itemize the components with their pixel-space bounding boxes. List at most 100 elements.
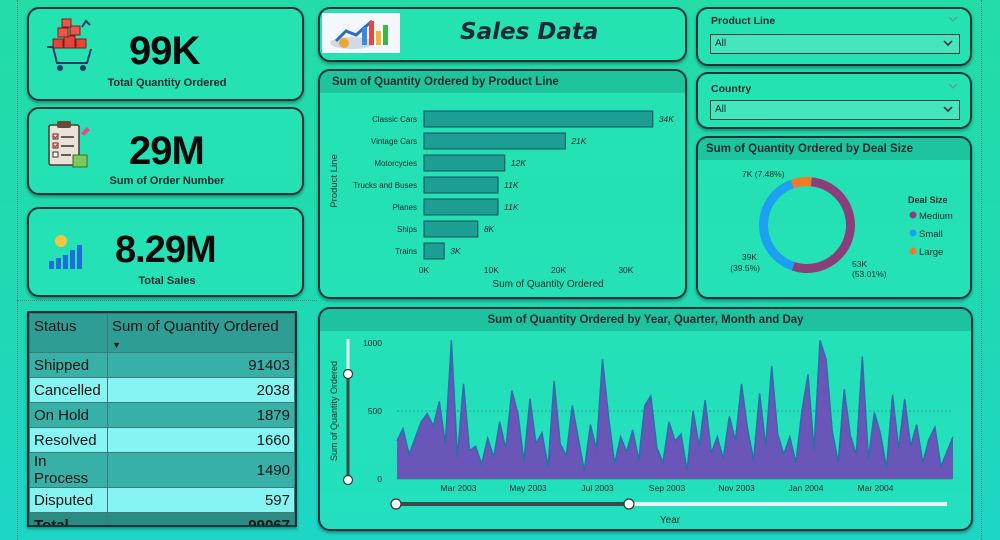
x-tick-label: Jul 2003: [581, 483, 613, 493]
y-axis-title: Sum of Quantity Ordered: [329, 361, 339, 461]
x-range-slider-handle[interactable]: [623, 498, 635, 510]
bar-category-label: Planes: [393, 203, 417, 212]
bar: [423, 110, 654, 128]
x-tick-label: 0K: [419, 265, 430, 275]
canvas-guide-line: [17, 300, 317, 301]
bar-data-label: 12K: [511, 158, 526, 168]
kpi-card-total-sales[interactable]: 8.29M Total Sales: [27, 207, 304, 297]
kpi-label-quantity: Total Quantity Ordered: [107, 77, 227, 89]
table-row[interactable]: Disputed 597: [29, 487, 295, 513]
table-row[interactable]: Cancelled 2038: [29, 377, 295, 403]
clear-filter-icon[interactable]: [948, 83, 958, 90]
growth-bars-icon: [49, 235, 82, 269]
deal-size-donut-chart: 53K(53.01%) 39K(39.5%) 7K (7.48%) Deal Size…: [730, 169, 953, 279]
slicer-product-line[interactable]: Product Line All: [696, 7, 972, 66]
bar-category-label: Ships: [397, 225, 417, 234]
timeline-chart-card[interactable]: Sum of Quantity Ordered by Year, Quarter…: [318, 307, 973, 531]
status-table-card[interactable]: Status Sum of Quantity Ordered ▼ Shipped 9…: [27, 311, 297, 527]
slicer-country[interactable]: Country All: [696, 72, 972, 129]
status-table: Status Sum of Quantity Ordered ▼ Shipped 9…: [29, 313, 295, 525]
x-tick-label: 10K: [484, 265, 499, 275]
bar-data-label: 34K: [659, 114, 674, 124]
bar-category-label: Classic Cars: [372, 115, 417, 124]
column-header-quantity[interactable]: Sum of Quantity Ordered ▼: [107, 313, 295, 353]
sort-descending-icon[interactable]: ▼: [112, 340, 121, 350]
product-line-chart-card[interactable]: Sum of Quantity Ordered by Product Line …: [318, 69, 687, 299]
legend-marker-large: [909, 247, 917, 255]
kpi-value-total-sales: 8.29M: [115, 229, 217, 271]
x-tick-label: 20K: [551, 265, 566, 275]
timeline-area-chart: 0 500 1000 Mar 2003 May 2003 Jul 2003 Sep 2003…: [329, 338, 954, 526]
kpi-value-quantity: 99K: [129, 29, 200, 73]
legend-label: Large: [919, 247, 943, 258]
x-range-slider-handle[interactable]: [390, 498, 402, 510]
bar-category-label: Trucks and Buses: [353, 181, 417, 190]
dropdown-country[interactable]: All: [710, 100, 960, 120]
shopping-cart-icon: [47, 18, 92, 71]
y-tick-label: 500: [368, 406, 382, 416]
x-tick-label: Mar 2004: [858, 483, 894, 493]
bar-category-label: Vintage Cars: [371, 137, 417, 146]
table-row[interactable]: Resolved 1660: [29, 427, 295, 453]
bar: [423, 220, 479, 238]
y-range-slider-handle[interactable]: [342, 474, 354, 486]
chart-title: Sum of Quantity Ordered by Product Line: [320, 71, 685, 93]
x-tick-label: Sep 2003: [649, 483, 686, 493]
bar-data-label: 11K: [504, 180, 519, 190]
bar: [423, 176, 499, 194]
legend-marker-small: [909, 229, 917, 237]
bar-category-label: Motorcycles: [374, 159, 417, 168]
header-card: Sales Data: [318, 7, 687, 62]
table-total-row: Total 99067: [29, 512, 295, 525]
donut-data-label: (39.5%): [730, 263, 760, 273]
chart-title: Sum of Quantity Ordered by Year, Quarter…: [320, 309, 971, 331]
bar: [423, 198, 499, 216]
legend-label: Small: [919, 229, 943, 240]
column-header-status[interactable]: Status: [29, 313, 108, 353]
legend-marker-medium: [909, 211, 917, 219]
canvas-guide: [17, 0, 982, 540]
x-tick-label: Mar 2003: [441, 483, 477, 493]
bar-data-label: 8K: [484, 224, 495, 234]
chevron-down-icon: [943, 106, 953, 113]
table-row[interactable]: On Hold 1879: [29, 402, 295, 428]
y-range-slider-handle[interactable]: [342, 368, 354, 380]
bar-data-label: 11K: [504, 202, 519, 212]
slicer-label-product-line: Product Line: [711, 15, 776, 27]
clear-filter-icon[interactable]: [948, 16, 958, 23]
x-tick-label: Nov 2003: [718, 483, 755, 493]
donut-slice-small: [759, 179, 795, 271]
bar: [423, 242, 445, 260]
deal-size-chart-card[interactable]: Sum of Quantity Ordered by Deal Size 53K…: [696, 136, 972, 299]
kpi-label-order-number: Sum of Order Number: [109, 175, 225, 187]
x-tick-label: Jan 2004: [789, 483, 824, 493]
donut-slice-large: [790, 177, 812, 189]
sales-chart-logo: [322, 13, 400, 53]
legend-label: Medium: [919, 211, 953, 222]
donut-data-label: 7K (7.48%): [742, 169, 785, 179]
bar-category-label: Trains: [395, 247, 417, 256]
y-tick-label: 1000: [363, 338, 382, 348]
bar: [423, 154, 506, 172]
x-axis-title: Sum of Quantity Ordered: [492, 279, 603, 290]
chevron-down-icon: [943, 40, 953, 47]
legend-title: Deal Size: [908, 195, 948, 205]
product-line-bar-chart: Classic Cars 34K Vintage Cars 21K Motorcycle…: [329, 110, 674, 290]
donut-data-label: 53K: [852, 259, 867, 269]
table-row[interactable]: In Process 1490: [29, 452, 295, 488]
bar-data-label: 3K: [450, 246, 461, 256]
chart-title: Sum of Quantity Ordered by Deal Size: [698, 138, 970, 160]
kpi-card-order-number[interactable]: 29M Sum of Order Number: [27, 107, 304, 195]
donut-slice-medium: [791, 177, 855, 273]
slicer-label-country: Country: [711, 83, 752, 95]
kpi-card-quantity[interactable]: 99K Total Quantity Ordered: [27, 7, 304, 101]
table-row[interactable]: Shipped 91403: [29, 352, 295, 378]
clipboard-checklist-icon: [48, 121, 90, 168]
x-axis-title: Year: [660, 515, 681, 526]
bar: [423, 132, 566, 150]
bar-data-label: 21K: [570, 136, 586, 146]
donut-data-label: 39K: [742, 252, 757, 262]
dropdown-product-line[interactable]: All: [710, 34, 960, 54]
page-title: Sales Data: [460, 19, 599, 45]
area-line: [396, 340, 954, 471]
